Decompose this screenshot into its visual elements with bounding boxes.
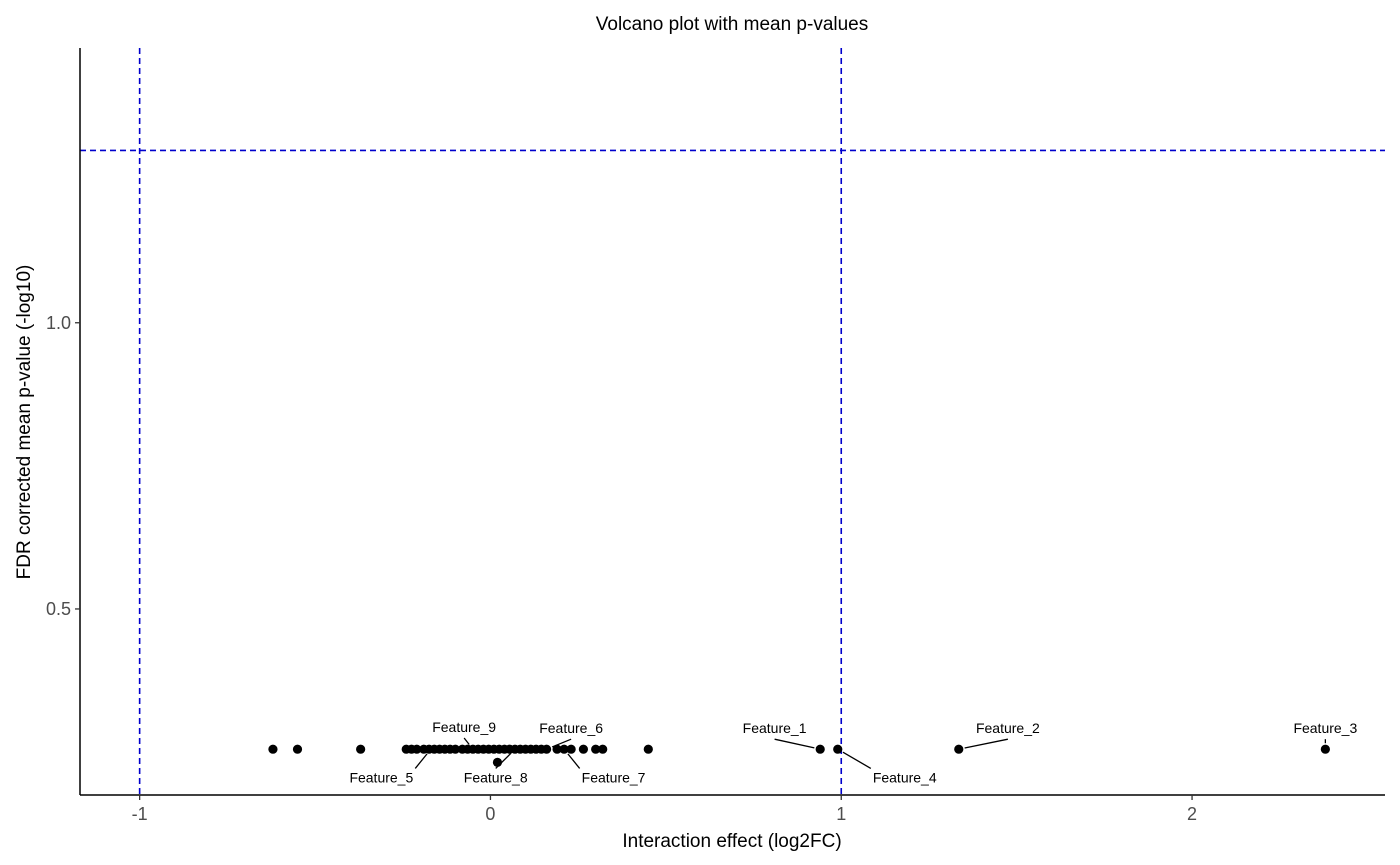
data-point — [566, 744, 576, 754]
data-point — [292, 744, 303, 754]
feature-label: Feature_6 — [539, 720, 603, 736]
y-axis-title: FDR corrected mean p-value (-log10) — [14, 265, 35, 580]
data-point — [559, 744, 569, 754]
data-point — [833, 744, 843, 754]
data-points — [268, 744, 1330, 767]
data-point — [591, 744, 601, 754]
data-point — [954, 744, 964, 754]
x-tick-label: 2 — [1187, 804, 1197, 824]
x-tick-label: 0 — [485, 804, 495, 824]
reference-lines — [80, 48, 1385, 795]
y-tick-label: 0.5 — [46, 599, 71, 619]
x-axis-title: Interaction effect (log2FC) — [622, 831, 841, 852]
feature-label: Feature_8 — [464, 769, 528, 785]
label-connector — [842, 751, 872, 769]
x-tick-label: -1 — [132, 804, 148, 824]
chart-title: Volcano plot with mean p-values — [596, 14, 869, 35]
label-connector — [964, 738, 1009, 749]
y-tick-label: 1.0 — [46, 313, 71, 333]
feature-label: Feature_3 — [1293, 720, 1357, 736]
data-point — [492, 757, 503, 767]
label-connector — [414, 753, 428, 769]
feature-labels: Feature_1 Feature_2 Feature_3 Feature_4 Feat… — [349, 719, 1357, 785]
data-point — [815, 744, 825, 754]
data-point — [552, 744, 562, 754]
data-point — [578, 744, 589, 754]
axes: -1 0 1 2 0.5 1.0 — [46, 48, 1385, 824]
feature-label: Feature_2 — [976, 720, 1040, 736]
data-point — [268, 744, 278, 754]
label-connector — [567, 753, 581, 769]
data-point — [356, 744, 366, 754]
feature-label: Feature_1 — [743, 720, 807, 736]
feature-label: Feature_9 — [432, 719, 496, 735]
data-point — [450, 744, 460, 754]
data-point — [598, 744, 608, 754]
feature-label: Feature_5 — [349, 769, 413, 785]
data-point — [1320, 744, 1330, 754]
x-tick-label: 1 — [836, 804, 846, 824]
data-point — [643, 744, 653, 754]
feature-label: Feature_7 — [582, 769, 646, 785]
data-point — [541, 744, 552, 754]
label-connector — [463, 737, 470, 745]
data-point — [412, 744, 422, 754]
feature-label: Feature_4 — [873, 769, 937, 785]
label-connector — [774, 738, 815, 749]
label-connectors — [414, 737, 1327, 769]
